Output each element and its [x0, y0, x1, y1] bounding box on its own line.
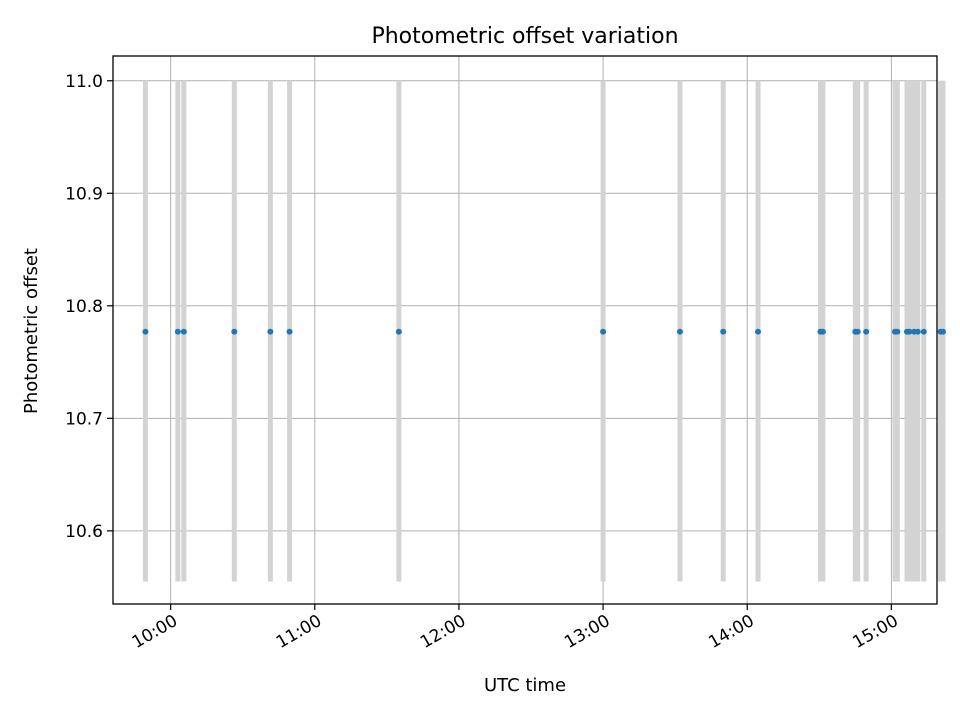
data-point — [174, 328, 181, 335]
plot-frame — [112, 55, 938, 605]
data-point — [863, 328, 870, 335]
grid-layer — [113, 56, 937, 604]
x-tick-label: 12:00 — [417, 611, 469, 653]
y-tick-label: 11.0 — [65, 72, 103, 92]
axis-ticks: 10:00 11:00 12:00 13:00 14:00 15:00 10.6 10.7 10… — [65, 72, 902, 653]
data-point — [286, 328, 293, 335]
y-tick-label: 10.9 — [65, 184, 103, 204]
data-point — [906, 328, 913, 335]
data-points — [142, 328, 947, 335]
x-tick-label: 13:00 — [561, 611, 613, 653]
data-point — [142, 328, 149, 335]
data-point — [676, 328, 683, 335]
x-tick-label: 15:00 — [849, 611, 901, 653]
data-point — [720, 328, 727, 335]
data-point — [920, 328, 927, 335]
data-point — [395, 328, 402, 335]
y-tick-label: 10.6 — [65, 522, 103, 542]
x-tick-label: 10:00 — [129, 611, 181, 653]
x-tick-label: 14:00 — [705, 611, 757, 653]
y-tick-label: 10.8 — [65, 297, 103, 317]
x-tick-label: 11:00 — [273, 611, 325, 653]
data-point — [854, 328, 861, 335]
data-point — [819, 328, 826, 335]
data-point — [267, 328, 274, 335]
y-axis-label: Photometric offset — [21, 248, 42, 414]
data-point — [180, 328, 187, 335]
data-point — [600, 328, 607, 335]
data-point — [894, 328, 901, 335]
data-point — [940, 328, 947, 335]
data-point — [755, 328, 762, 335]
x-axis-label: UTC time — [484, 675, 566, 696]
y-tick-label: 10.7 — [65, 409, 103, 429]
chart-title: Photometric offset variation — [371, 24, 678, 49]
data-point — [231, 328, 238, 335]
data-point — [914, 328, 921, 335]
